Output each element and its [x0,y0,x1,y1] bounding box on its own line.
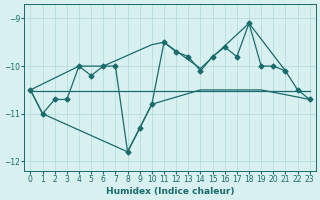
X-axis label: Humidex (Indice chaleur): Humidex (Indice chaleur) [106,187,234,196]
